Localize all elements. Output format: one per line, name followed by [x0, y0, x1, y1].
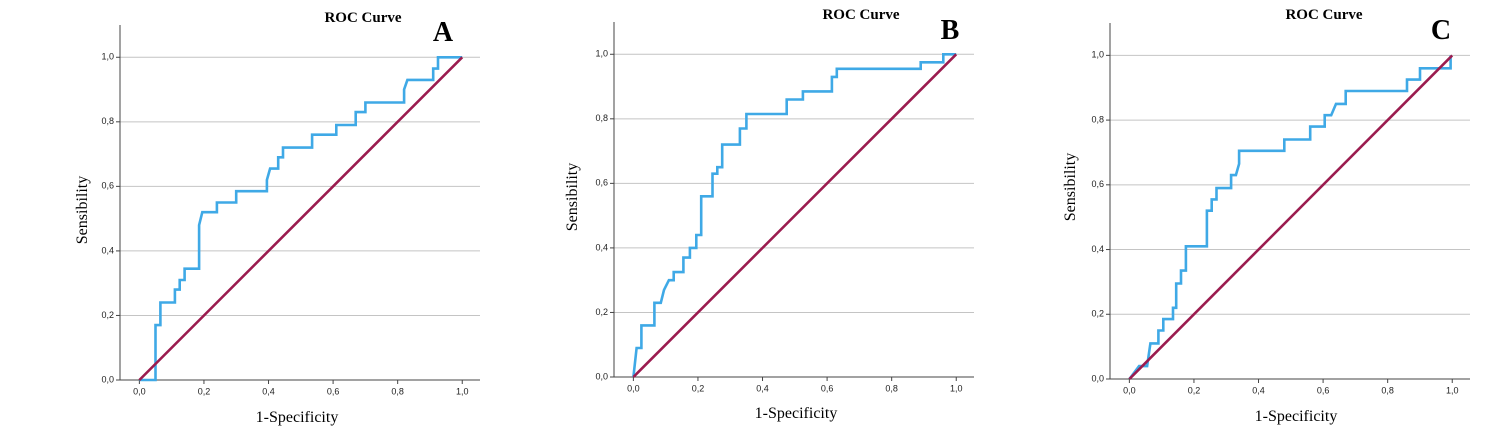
y-tick-label: 0,2: [595, 307, 608, 317]
y-tick-label: 1,0: [595, 49, 608, 59]
x-tick-label: 0,6: [327, 386, 340, 396]
roc-panel: 0,0 0,2 0,4 0,6 0,8 1,0 0,0 0,2 0,4 0,6 0,8 1,0 ROC …: [564, 7, 974, 422]
y-axis-title: Sensibility: [564, 163, 581, 231]
x-tick-label: 0,8: [1381, 385, 1394, 395]
y-tick-label: 1,0: [101, 52, 114, 62]
y-tick-label: 0,0: [595, 371, 608, 381]
x-tick-label: 0,0: [1123, 385, 1136, 395]
panel-letter: A: [433, 17, 454, 48]
x-tick-label: 0,4: [1252, 385, 1265, 395]
y-tick-label: 0,8: [101, 116, 114, 126]
x-tick-label: 0,4: [756, 383, 769, 393]
x-tick-label: 1,0: [1446, 385, 1459, 395]
x-tick-label: 0,0: [133, 386, 146, 396]
y-tick-label: 0,8: [595, 113, 608, 123]
y-tick-label: 0,6: [101, 181, 114, 191]
y-tick-label: 0,6: [1091, 179, 1104, 189]
roc-curve: [1128, 55, 1452, 380]
x-tick-label: 0,2: [692, 383, 705, 393]
reference-line: [1128, 54, 1454, 380]
y-axis-title: Sensibility: [74, 176, 91, 244]
x-tick-label: 0,0: [627, 383, 640, 393]
roc-curve: [632, 53, 957, 378]
reference-line: [632, 53, 958, 378]
x-tick-label: 0,8: [885, 383, 898, 393]
chart-title: ROC Curve: [1285, 7, 1362, 23]
y-axis-title: Sensibility: [1062, 153, 1079, 221]
x-axis-title: 1-Specificity: [1255, 408, 1338, 425]
x-tick-label: 0,6: [821, 383, 834, 393]
panel-letter: B: [941, 15, 960, 46]
y-tick-label: 0,6: [595, 178, 608, 188]
y-tick-label: 1,0: [1091, 50, 1104, 60]
y-tick-label: 0,2: [101, 310, 114, 320]
y-tick-label: 0,2: [1091, 309, 1104, 319]
x-tick-label: 0,2: [198, 386, 211, 396]
x-tick-label: 0,8: [391, 386, 404, 396]
y-tick-label: 0,0: [101, 374, 114, 384]
y-tick-label: 0,4: [101, 245, 114, 255]
roc-panel: 0,0 0,2 0,4 0,6 0,8 1,0 0,0 0,2 0,4 0,6 0,8 1,0 ROC …: [74, 10, 480, 426]
x-axis-title: 1-Specificity: [256, 409, 339, 426]
chart-title: ROC Curve: [822, 7, 899, 23]
x-axis-title: 1-Specificity: [755, 405, 838, 422]
chart-title: ROC Curve: [324, 10, 401, 26]
roc-curve: [139, 56, 463, 382]
x-tick-label: 0,4: [262, 386, 275, 396]
roc-panel: 0,0 0,2 0,4 0,6 0,8 1,0 0,0 0,2 0,4 0,6 0,8 1,0 ROC …: [1062, 7, 1470, 425]
y-tick-label: 0,0: [1091, 373, 1104, 383]
x-tick-label: 1,0: [456, 386, 469, 396]
y-tick-label: 0,4: [1091, 244, 1104, 254]
x-tick-label: 0,6: [1317, 385, 1330, 395]
x-tick-label: 1,0: [950, 383, 963, 393]
y-tick-label: 0,4: [595, 242, 608, 252]
reference-line: [138, 56, 464, 381]
x-tick-label: 0,2: [1188, 385, 1201, 395]
y-tick-label: 0,8: [1091, 114, 1104, 124]
panel-letter: C: [1431, 15, 1451, 46]
